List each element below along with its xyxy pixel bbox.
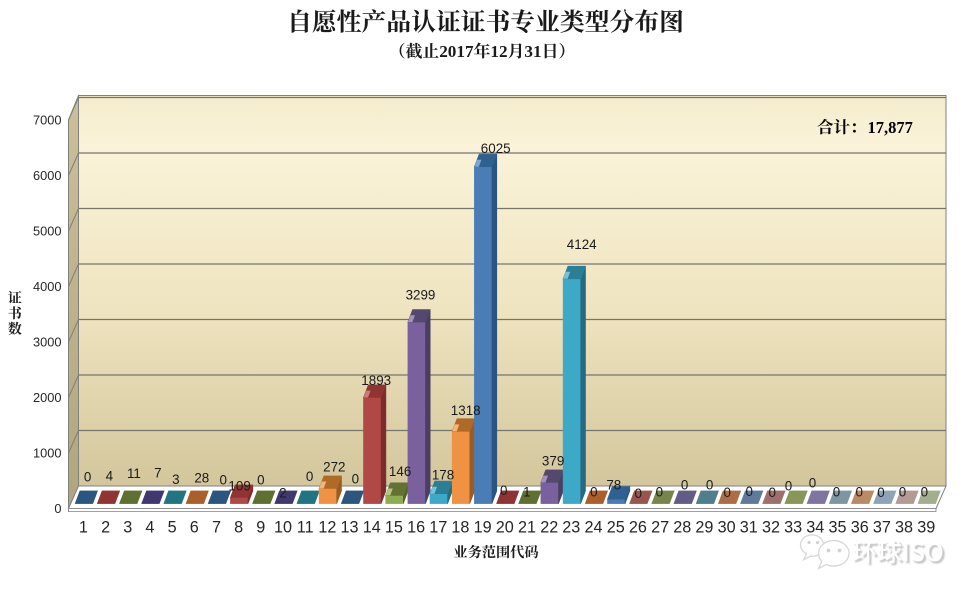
svg-text:2: 2 (101, 519, 110, 537)
svg-text:0: 0 (809, 476, 816, 491)
svg-text:3: 3 (123, 519, 132, 537)
svg-text:12: 12 (318, 519, 336, 537)
svg-text:36: 36 (851, 519, 869, 537)
svg-text:0: 0 (257, 472, 264, 487)
svg-text:4: 4 (106, 468, 114, 483)
svg-text:0: 0 (855, 485, 862, 500)
svg-text:0: 0 (352, 471, 359, 486)
svg-text:0: 0 (899, 485, 906, 500)
svg-text:24: 24 (584, 519, 602, 537)
svg-text:0: 0 (723, 485, 730, 500)
svg-text:2000: 2000 (33, 390, 61, 405)
svg-text:0: 0 (681, 478, 688, 493)
svg-text:12: 12 (490, 42, 507, 61)
svg-text:5000: 5000 (33, 223, 61, 238)
svg-text:272: 272 (323, 459, 345, 474)
svg-text:37: 37 (873, 519, 891, 537)
svg-text:146: 146 (389, 464, 411, 479)
svg-text:3: 3 (172, 472, 179, 487)
svg-text:0: 0 (84, 470, 91, 485)
svg-text:0: 0 (590, 485, 597, 500)
svg-text:27: 27 (651, 519, 669, 537)
svg-text:0: 0 (54, 501, 61, 516)
svg-text:2017: 2017 (439, 42, 474, 61)
svg-text:1318: 1318 (451, 403, 481, 418)
svg-text:13: 13 (340, 519, 358, 537)
svg-text:0: 0 (306, 469, 313, 484)
svg-text:6000: 6000 (33, 168, 61, 183)
svg-text:29: 29 (695, 519, 713, 537)
svg-text:15: 15 (385, 519, 403, 537)
svg-text:1: 1 (523, 485, 530, 500)
svg-text:0: 0 (745, 484, 752, 499)
svg-text:4000: 4000 (33, 279, 61, 294)
svg-text:0: 0 (768, 485, 775, 500)
svg-text:6025: 6025 (481, 141, 511, 156)
svg-text:0: 0 (833, 485, 840, 500)
svg-text:9: 9 (256, 519, 265, 537)
svg-text:0: 0 (877, 485, 884, 500)
svg-text:14: 14 (363, 519, 381, 537)
svg-text:1000: 1000 (33, 445, 61, 460)
svg-text:21: 21 (518, 519, 536, 537)
svg-text:0: 0 (634, 486, 641, 501)
svg-text:3299: 3299 (406, 288, 436, 303)
svg-text:0: 0 (921, 485, 928, 500)
svg-text:3000: 3000 (33, 334, 61, 349)
svg-text:18: 18 (451, 519, 469, 537)
svg-text:2: 2 (279, 485, 286, 500)
svg-text:0: 0 (706, 478, 713, 493)
svg-text:31: 31 (524, 42, 541, 61)
svg-text:4124: 4124 (567, 237, 597, 252)
svg-text:11: 11 (297, 519, 314, 537)
svg-text:20: 20 (496, 519, 514, 537)
svg-text:30: 30 (718, 519, 736, 537)
svg-text:1: 1 (79, 519, 88, 537)
svg-text:17,877: 17,877 (868, 118, 913, 137)
svg-text:0: 0 (785, 479, 792, 494)
svg-text:8: 8 (234, 519, 243, 537)
svg-text:39: 39 (917, 519, 935, 537)
svg-text:1893: 1893 (361, 373, 391, 388)
svg-text:26: 26 (629, 519, 647, 537)
svg-text:28: 28 (194, 471, 209, 486)
svg-text:19: 19 (474, 519, 492, 537)
svg-text:7: 7 (212, 519, 221, 537)
svg-text:22: 22 (540, 519, 558, 537)
svg-text:33: 33 (784, 519, 802, 537)
svg-text:17: 17 (429, 519, 447, 537)
svg-text:25: 25 (607, 519, 625, 537)
svg-text:0: 0 (656, 485, 663, 500)
svg-text:10: 10 (274, 519, 292, 537)
svg-text:38: 38 (895, 519, 913, 537)
svg-text:16: 16 (407, 519, 425, 537)
svg-text:11: 11 (127, 466, 141, 481)
svg-text:5: 5 (168, 519, 177, 537)
svg-text:6: 6 (190, 519, 199, 537)
svg-text:178: 178 (432, 468, 454, 483)
svg-text:7: 7 (154, 465, 161, 480)
svg-text:109: 109 (228, 479, 250, 494)
svg-text:0: 0 (219, 472, 226, 487)
svg-text:31: 31 (740, 519, 758, 537)
svg-text:28: 28 (673, 519, 691, 537)
svg-text:379: 379 (542, 453, 564, 468)
svg-text:34: 34 (806, 519, 824, 537)
svg-text:23: 23 (562, 519, 580, 537)
svg-text:35: 35 (828, 519, 846, 537)
svg-text:4: 4 (145, 519, 154, 537)
svg-text:78: 78 (606, 477, 621, 492)
svg-text:7000: 7000 (33, 112, 61, 127)
svg-text:0: 0 (500, 483, 507, 498)
svg-text:32: 32 (762, 519, 780, 537)
